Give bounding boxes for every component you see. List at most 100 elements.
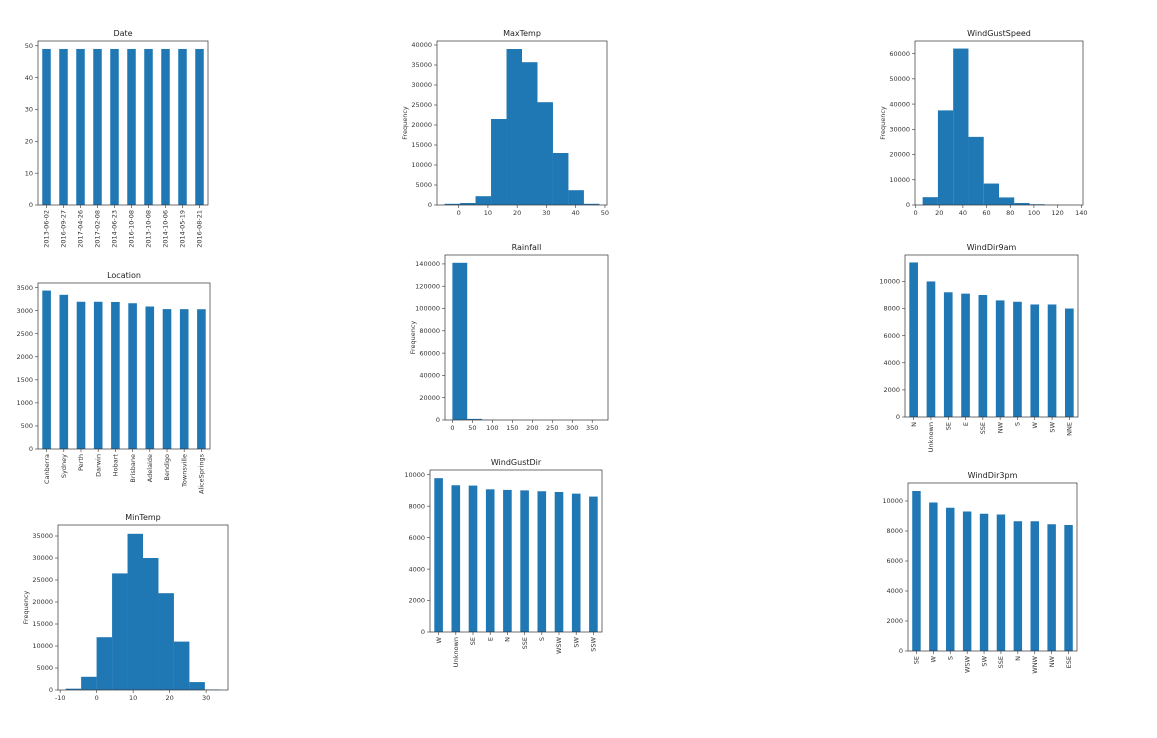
x-tick-label: N: [910, 422, 918, 427]
x-tick-label: 2014-05-19: [179, 210, 187, 248]
x-tick-label: Unknown: [452, 637, 460, 667]
bar: [145, 306, 155, 449]
bar: [451, 485, 461, 632]
bar: [59, 294, 69, 449]
chart-title: WindDir3pm: [968, 471, 1018, 480]
y-tick-label: 20000: [411, 121, 432, 129]
y-tick-label: 0: [29, 445, 33, 453]
bar: [179, 309, 189, 449]
histogram-bar: [537, 102, 553, 205]
bar: [195, 48, 204, 205]
histogram-bar: [983, 183, 999, 205]
axes-frame: [429, 469, 603, 633]
histogram-bar: [491, 119, 507, 205]
axes-frame: [37, 282, 211, 450]
bar: [520, 490, 529, 632]
axes-frame: [37, 40, 209, 206]
y-tick-label: 3500: [16, 284, 33, 292]
x-tick-label: 20: [935, 209, 943, 217]
x-tick-label: Sydney: [60, 454, 68, 478]
chart-title: WindGustDir: [491, 458, 542, 467]
x-tick-label: 2016-10-08: [128, 210, 136, 248]
bar: [93, 48, 102, 205]
x-tick-label: N: [1014, 656, 1022, 661]
chart-title: Location: [107, 271, 141, 280]
chart-title: WindDir9am: [967, 243, 1017, 252]
y-tick-label: 0: [906, 201, 910, 209]
y-tick-label: 10000: [32, 642, 53, 650]
x-tick-label: 250: [546, 424, 558, 432]
y-tick-label: 10: [25, 169, 33, 177]
y-tick-label: 0: [899, 647, 903, 655]
x-tick-label: 0: [450, 424, 454, 432]
y-tick-label: 500: [21, 422, 33, 430]
x-tick-label: 100: [1028, 209, 1040, 217]
x-tick-label: 2017-02-08: [94, 210, 102, 248]
bar: [909, 262, 918, 417]
histogram-bar: [522, 62, 538, 206]
x-tick-label: 2016-08-21: [196, 210, 204, 248]
x-tick-label: 40: [959, 209, 967, 217]
x-tick-label: SW: [1048, 421, 1056, 432]
x-tick-label: Bendigo: [163, 454, 171, 481]
x-tick-label: E: [962, 422, 970, 426]
x-tick-label: AliceSprings: [198, 453, 206, 494]
x-tick-label: 30: [542, 209, 550, 217]
x-tick-label: NNE: [1066, 422, 1074, 436]
histogram-bar: [953, 48, 969, 205]
y-tick-label: 0: [49, 686, 53, 694]
y-tick-label: 30000: [411, 81, 432, 89]
subplot: WindDir9am 0 2000 4000 6000 8000 10000 N Unknown…: [879, 243, 1079, 452]
chart-title: WindGustSpeed: [967, 29, 1031, 38]
x-tick-label: 10: [129, 694, 137, 702]
y-tick-label: 30000: [32, 554, 53, 562]
bar: [197, 309, 206, 449]
subplot: MaxTemp 0 5000 10000 15000 20000 25000 30000 350…: [401, 29, 609, 217]
x-tick-label: 0: [457, 209, 461, 217]
bar: [554, 492, 564, 632]
histogram-bar: [506, 49, 522, 205]
histogram-bar: [189, 682, 205, 690]
x-tick-label: WSW: [555, 636, 563, 654]
y-tick-label: 40000: [889, 100, 910, 108]
bar: [979, 513, 989, 651]
bar: [162, 309, 172, 449]
subplot: Location 0 500 1000 1500 2000 2500 3000 3500 Canb…: [16, 271, 211, 494]
histogram-bar: [922, 197, 938, 205]
bar: [110, 48, 119, 205]
y-tick-label: 10000: [879, 278, 900, 286]
x-tick-label: 20: [513, 209, 521, 217]
bar: [1064, 525, 1073, 651]
bar: [42, 290, 51, 449]
histogram-bar: [143, 558, 159, 690]
histogram-bar: [173, 641, 190, 690]
x-tick-label: NW: [1048, 655, 1056, 667]
subplot: MinTemp 0 5000 10000 15000 20000 25000 30000 350…: [22, 513, 229, 702]
x-tick-label: 80: [1006, 209, 1014, 217]
histogram-bar: [65, 688, 82, 690]
histogram-bar: [583, 203, 600, 205]
y-axis-label: Frequency: [409, 321, 417, 355]
bar: [1013, 521, 1023, 651]
x-tick-label: Adelaide: [146, 454, 154, 482]
x-tick-label: -10: [55, 694, 66, 702]
axes-frame: [436, 40, 608, 206]
x-tick-label: WNW: [1031, 655, 1039, 673]
histogram-bar: [112, 573, 128, 690]
y-tick-label: 8000: [408, 502, 425, 510]
x-tick-label: SE: [944, 422, 952, 430]
y-tick-label: 2000: [886, 617, 903, 625]
y-tick-label: 10000: [889, 176, 910, 184]
y-tick-label: 20000: [32, 598, 53, 606]
y-tick-label: 8000: [886, 527, 903, 535]
y-tick-label: 15000: [411, 141, 432, 149]
y-axis-label: Frequency: [401, 106, 409, 140]
x-tick-label: 100: [486, 424, 498, 432]
x-tick-label: Brisbane: [129, 454, 137, 483]
y-tick-label: 0: [436, 416, 440, 424]
bar: [1047, 524, 1056, 651]
x-tick-label: WSW: [963, 655, 971, 673]
y-axis-label: Frequency: [879, 106, 887, 140]
histogram-bar: [999, 197, 1015, 205]
histogram-bar: [475, 196, 492, 205]
